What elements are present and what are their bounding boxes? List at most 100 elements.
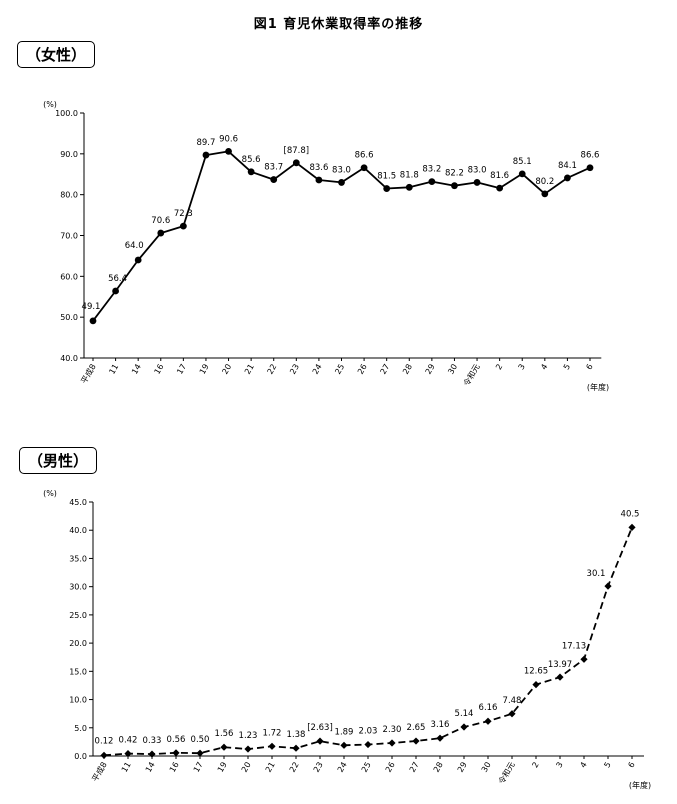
male-data-point xyxy=(124,750,132,758)
female-data-label: 80.2 xyxy=(535,177,554,187)
female-data-label: 56.4 xyxy=(108,274,127,284)
male-data-label: 2.03 xyxy=(359,727,378,737)
male-x-tick-label: 26 xyxy=(384,761,397,774)
male-x-tick-label: 27 xyxy=(408,761,421,774)
male-series-line xyxy=(103,527,633,757)
female-x-tick-label: 22 xyxy=(266,363,279,376)
female-y-tick-label: 60.0 xyxy=(60,272,78,281)
female-data-label: 70.6 xyxy=(151,216,170,226)
male-x-tick-label: 2 xyxy=(530,761,540,770)
female-section-label: （女性） xyxy=(17,41,96,68)
male-data-label: [2.63] xyxy=(307,723,333,733)
male-data-label: 5.14 xyxy=(455,709,474,719)
male-y-tick-label: 25.0 xyxy=(69,611,87,620)
female-data-point xyxy=(496,184,504,192)
female-data-label: 81.8 xyxy=(400,170,419,180)
female-data-label: [87.8] xyxy=(284,146,310,156)
male-x-tick-label: 17 xyxy=(192,761,205,774)
male-data-label: 13.97 xyxy=(548,660,572,670)
female-x-tick-label: 23 xyxy=(288,363,301,376)
female-data-point xyxy=(134,256,142,264)
male-data-point xyxy=(268,742,276,750)
female-data-label: 72.3 xyxy=(174,209,193,219)
female-data-point xyxy=(112,287,119,295)
male-data-point xyxy=(388,739,396,747)
female-data-point xyxy=(360,164,368,172)
female-data-point xyxy=(292,159,300,167)
male-x-tick-label: 29 xyxy=(456,761,469,774)
male-data-label: 1.72 xyxy=(263,728,282,738)
male-data-point xyxy=(196,749,204,757)
male-data-point xyxy=(316,737,324,745)
female-x-tick-label: 6 xyxy=(584,363,594,372)
male-data-label: 1.38 xyxy=(287,730,306,740)
female-data-point xyxy=(383,185,391,192)
male-data-label: 30.1 xyxy=(587,569,606,579)
male-y-tick-label: 40.0 xyxy=(69,526,87,535)
female-x-tick-label: 25 xyxy=(333,363,346,376)
male-x-tick-label: 30 xyxy=(480,761,493,774)
female-y-tick-label: 80.0 xyxy=(60,191,78,200)
male-x-tick-label: 16 xyxy=(168,761,181,774)
female-y-tick-label: 90.0 xyxy=(60,150,78,159)
female-x-tick-label: 3 xyxy=(517,363,527,372)
female-data-point xyxy=(541,190,549,198)
male-data-label: 1.23 xyxy=(239,731,258,741)
female-data-label: 83.2 xyxy=(422,165,441,175)
male-x-tick-label: 28 xyxy=(432,761,445,774)
male-data-point xyxy=(508,710,516,718)
female-x-tick-label: 21 xyxy=(243,363,256,376)
female-data-label: 84.1 xyxy=(558,161,577,171)
female-data-point xyxy=(405,183,413,191)
female-x-tick-label: 19 xyxy=(198,363,211,376)
female-data-label: 90.6 xyxy=(219,134,238,144)
male-x-tick-label: 19 xyxy=(216,761,229,774)
male-x-tick-label: 21 xyxy=(264,761,277,774)
male-x-tick-label: 3 xyxy=(554,761,564,770)
female-x-tick-label: 26 xyxy=(356,363,369,376)
male-x-tick-label: 14 xyxy=(144,761,157,774)
female-y-tick-label: 40.0 xyxy=(60,354,78,363)
female-y-tick-label: 70.0 xyxy=(60,232,78,241)
male-x-tick-label: 4 xyxy=(578,761,588,770)
female-data-label: 83.0 xyxy=(332,165,351,175)
female-x-tick-label: 5 xyxy=(562,363,572,372)
female-data-point xyxy=(179,222,187,230)
male-x-tick-label: 20 xyxy=(240,761,253,774)
male-data-label: 12.65 xyxy=(524,667,548,677)
male-x-tick-label: 5 xyxy=(602,761,612,770)
female-x-tick-label: 29 xyxy=(424,363,437,376)
female-y-tick-label: 100.0 xyxy=(55,109,78,118)
female-y-unit: (%) xyxy=(43,100,57,109)
female-data-point xyxy=(586,164,594,172)
male-data-label: 0.50 xyxy=(191,735,210,745)
male-data-point xyxy=(556,673,564,681)
male-data-point xyxy=(100,751,108,759)
male-y-tick-label: 0.0 xyxy=(74,752,87,761)
male-data-point xyxy=(244,745,252,753)
female-y-tick-label: 50.0 xyxy=(60,313,78,322)
female-x-tick-label: 27 xyxy=(379,363,392,376)
male-x-tick-label: 23 xyxy=(312,761,325,774)
female-x-tick-label: 14 xyxy=(130,363,143,376)
male-data-point xyxy=(148,750,156,758)
male-data-label: 0.33 xyxy=(143,736,162,746)
female-data-point xyxy=(315,176,323,184)
male-y-tick-label: 15.0 xyxy=(69,667,87,676)
female-x-tick-label: 28 xyxy=(401,363,414,376)
male-y-tick-label: 30.0 xyxy=(69,583,87,592)
female-x-tick-label: 24 xyxy=(311,363,324,376)
female-x-tick-label: 2 xyxy=(494,363,504,372)
male-data-point xyxy=(628,523,636,531)
male-data-label: 0.42 xyxy=(119,736,138,746)
male-data-point xyxy=(460,723,468,731)
male-data-point xyxy=(532,680,540,689)
female-data-label: 86.6 xyxy=(355,151,374,161)
male-data-point xyxy=(412,737,420,745)
male-y-tick-label: 45.0 xyxy=(69,498,87,507)
female-data-point xyxy=(270,176,278,183)
male-data-label: 0.12 xyxy=(95,736,114,746)
female-data-point xyxy=(473,179,481,186)
female-data-point xyxy=(428,178,436,186)
